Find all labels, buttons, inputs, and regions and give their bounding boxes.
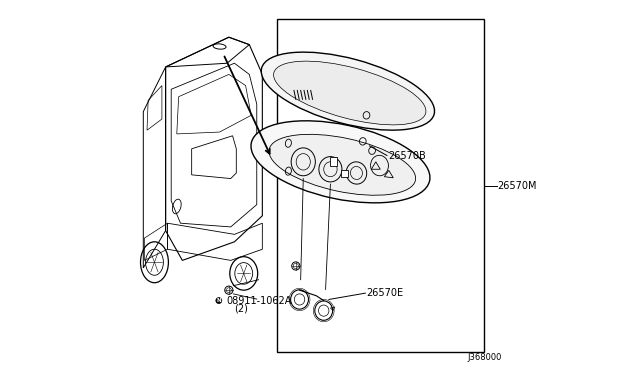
Text: 26570E: 26570E [367, 288, 404, 298]
Ellipse shape [216, 298, 222, 304]
Ellipse shape [273, 61, 426, 125]
Text: 26570B: 26570B [388, 151, 426, 161]
Ellipse shape [251, 121, 430, 203]
Bar [277, 19, 484, 352]
Ellipse shape [269, 134, 415, 195]
Text: 26570M: 26570M [497, 181, 537, 191]
Text: J368000: J368000 [467, 353, 501, 362]
Text: 08911-1062A: 08911-1062A [227, 296, 292, 305]
Ellipse shape [261, 52, 435, 130]
Bar [330, 157, 337, 166]
Bar [341, 170, 348, 177]
Text: (2): (2) [234, 303, 248, 313]
Text: N: N [216, 298, 221, 303]
